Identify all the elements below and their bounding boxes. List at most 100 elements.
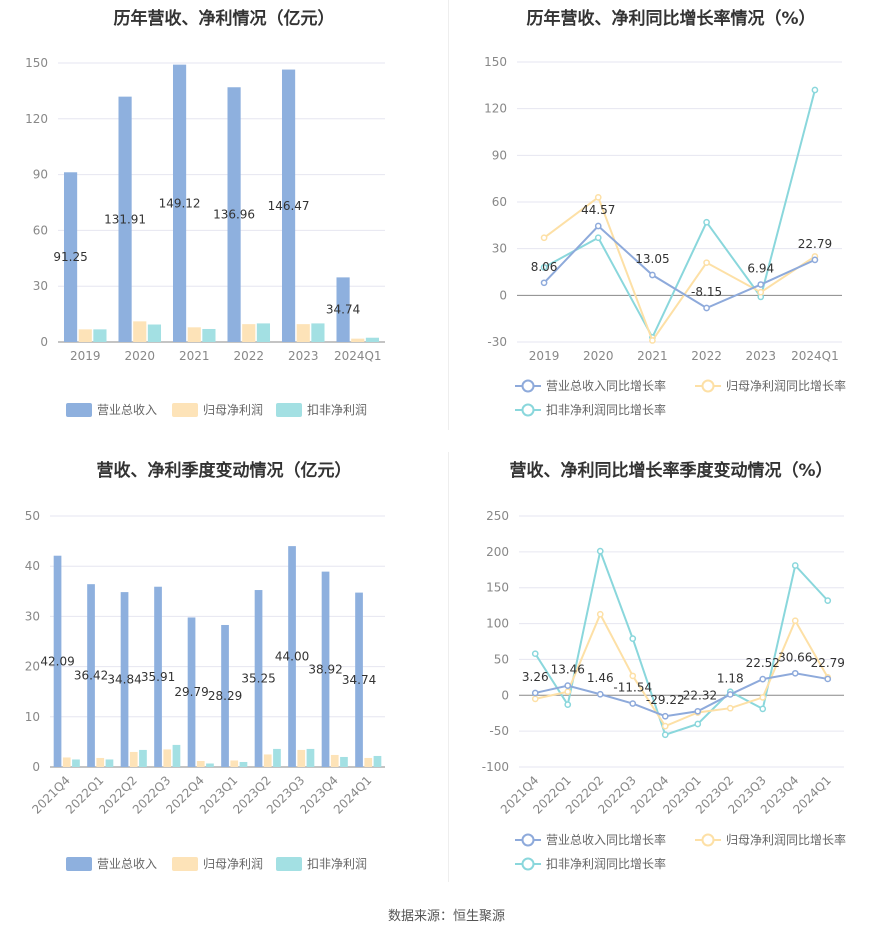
y-tick-label: -30 [487,335,507,349]
data-label: 44.00 [275,650,309,664]
bar [172,744,181,767]
data-label: 22.79 [811,656,845,670]
bar [227,87,241,343]
y-tick-label: 40 [25,559,40,573]
data-point [791,562,799,569]
data-point [703,304,710,312]
legend-label: 营业总收入同比增长率 [546,378,666,393]
series-line [535,672,828,718]
bar [311,323,325,342]
data-point [726,704,734,712]
legend-label: 扣非净利润同比增长率 [546,402,666,417]
data-point [791,669,799,677]
data-label: 146.47 [268,199,310,213]
x-tick-label: 2019 [70,349,101,363]
data-label: -11.54 [613,681,652,695]
x-tick-label: 2020 [124,349,155,363]
bar [53,555,62,767]
data-label: 3.26 [522,670,549,684]
bar [288,546,296,767]
bar [373,755,382,767]
series-line [535,611,829,728]
data-label: 6.94 [747,262,774,276]
bar [154,586,162,767]
bar [96,757,105,767]
data-point [596,610,604,618]
legend-swatch [276,857,302,871]
data-point [759,705,767,713]
data-source: 数据来源：恒生聚源 [387,909,505,924]
bar [242,324,256,342]
legend-label: 营业总收入同比增长率 [546,832,666,847]
data-label: 1.46 [587,671,614,685]
chart-title: 营收、净利季度变动情况（亿元） [96,461,352,481]
bar [254,590,263,767]
vertical-divider-lower [448,452,449,882]
data-point [629,672,637,680]
legend-swatch [276,403,302,417]
data-point [564,701,572,708]
legend-marker [701,833,715,847]
data-point [594,222,602,230]
data-point [661,722,669,730]
bar [187,327,201,342]
data-point [629,635,637,642]
chart-svg: 0 30 60 90 120 150 2019 2020 2021 2022 2023 2024Q1 9… [25,56,385,417]
bar [202,328,216,342]
quarterly-revenue-profit-chart: 营收、净利季度变动情况（亿元） 0 10 20 30 40 50 2021Q4 2022Q1 2… [0,450,448,890]
series-line [543,89,816,340]
legend-label: 归母净利润 [203,857,263,871]
bar [364,757,373,767]
data-point [564,688,572,696]
series-line [534,547,829,736]
data-label: 13.05 [635,252,669,266]
data-point [531,689,539,697]
data-point [596,690,604,698]
y-tick-label: 10 [25,710,40,724]
data-label: 34.84 [107,673,141,687]
legend-swatch [172,403,198,417]
vertical-divider [448,0,449,430]
data-label: 36.42 [74,669,108,683]
data-label: -8.15 [691,285,722,299]
bar [281,69,296,343]
y-tick-label: 150 [484,55,507,69]
data-label: -22.32 [678,688,717,702]
data-label: 44.57 [581,203,615,217]
bar [351,338,365,342]
bar [118,96,132,342]
y-tick-label: 90 [33,168,48,182]
bar [63,172,78,342]
x-tick-label: 2023 [288,349,319,363]
x-tick-label: 2022 [233,349,264,363]
bar [230,760,239,767]
bar [297,749,306,767]
y-tick-label: -100 [482,760,509,774]
quarterly-growth-rate-chart: 营收、净利同比增长率季度变动情况（%） -100 -50 0 50 100 150 200 2… [449,450,893,890]
data-point [594,234,602,242]
x-tick-label: 2024Q1 [334,349,382,363]
data-point [649,337,656,344]
bar [187,617,196,767]
y-tick-label: 150 [25,56,48,70]
bar [147,324,162,342]
data-label: 35.25 [241,672,275,686]
y-tick-label: 0 [501,688,509,702]
legend-label: 扣非净利润 [307,403,367,417]
bar [365,337,380,342]
data-label: 38.92 [308,662,342,676]
legend-swatch [66,403,92,417]
x-tick-label: 2019 [529,349,560,363]
y-tick-label: 90 [492,148,507,162]
data-label: 34.74 [342,673,376,687]
y-tick-label: 0 [40,335,48,349]
bar [172,64,187,342]
bar [139,749,147,767]
data-point [757,288,765,296]
data-point [661,731,669,739]
data-label: 131.91 [104,212,146,226]
data-point [596,547,604,555]
bar [206,763,214,767]
legend-marker [521,833,535,847]
bar [306,748,315,767]
